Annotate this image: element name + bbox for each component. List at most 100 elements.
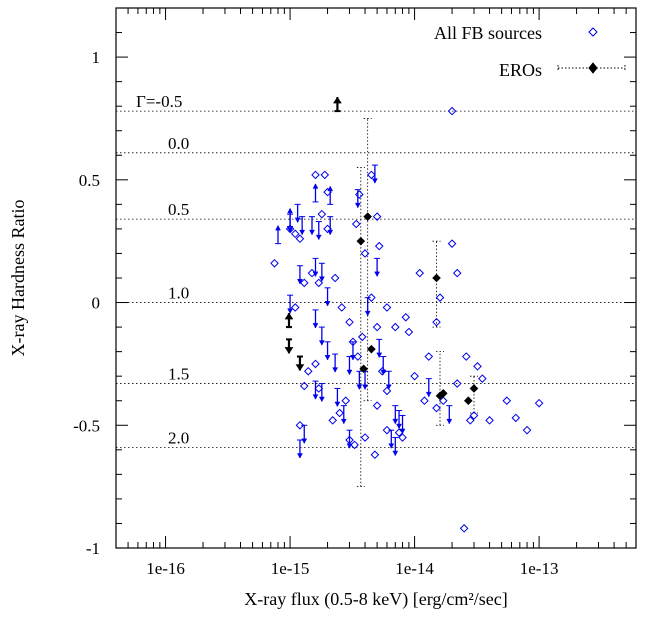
fb-source-point [410,371,419,381]
upper-limit-arrow [392,405,399,425]
upper-limit-arrow-head [385,384,392,390]
fb-source-point [370,450,380,460]
fb-source-point [390,322,400,332]
fb-source-point [398,433,407,442]
lower-limit-arrow [312,183,319,203]
upper-limit-arrow-head [287,308,293,314]
fb-source-point [317,209,327,219]
ero-upper-limit-arrow-head [295,364,305,371]
fb-source-point [382,425,392,435]
fb-source-point [465,416,475,425]
upper-limit-arrow [362,370,369,390]
upper-limit-arrow [301,424,308,444]
fb-source-point [435,293,445,302]
upper-limit-arrow-head [312,394,319,400]
upper-limit-arrow [318,262,325,282]
fb-source-point [420,396,429,406]
gamma-label: 0.5 [168,200,189,219]
upper-limit-arrow-head [388,443,395,449]
ero-point [356,236,366,246]
gamma-label: 1.5 [168,365,189,384]
y-tick-label: 1 [92,48,101,67]
gamma-label: Γ=-0.5 [136,92,182,111]
fb-source-point [360,433,370,442]
fb-source-point [303,366,313,376]
axes: 1e-16 1e-15 1e-14 1e-13 1 0.5 0 -0.5 -1 [73,8,636,578]
fb-source-point [372,212,382,221]
upper-limit-arrow [315,221,322,241]
upper-limit-arrow [312,309,319,329]
fb-source-point [335,408,344,418]
fb-source-point [382,386,392,396]
upper-limit-arrow [296,439,303,459]
upper-limit-arrow-head [297,278,303,285]
legend-marker-eros [588,62,598,74]
upper-limit-arrow [294,203,301,223]
fb-source-point [328,416,338,425]
fb-source-point [285,224,295,234]
legend: All FB sources EROs [434,23,626,80]
ero-lower-limit-arrow-head [284,312,294,320]
fb-source-point [469,411,479,420]
fb-source-point [360,249,370,258]
fb-source-point [401,312,411,322]
fb-source-point [353,352,363,361]
fb-source-point [522,425,532,435]
ero-lower-limit-arrow [284,312,294,329]
upper-limit-arrow [376,338,383,358]
gamma-label: 2.0 [168,428,189,447]
legend-label-all-fb: All FB sources [434,23,542,43]
fb-source-point [372,401,382,410]
fb-source-point [290,303,300,312]
fb-source-point [299,278,309,288]
fb-source-point [377,366,387,376]
upper-limit-arrow-head [324,355,331,361]
upper-limit-arrow-head [318,396,325,403]
upper-limit-arrow-head [332,367,339,373]
fb-source-point [424,352,434,361]
fb-source-point [432,403,441,413]
fb-source-point [311,359,320,369]
upper-limit-arrow [388,429,395,449]
fb-source-point [473,362,482,371]
legend-marker-all-fb [588,27,598,37]
fb-source-point [337,303,347,312]
lower-limit-arrow-head [287,207,293,214]
fb-source-point [323,187,332,197]
ero-point [432,273,441,283]
upper-limit-arrow [425,378,432,398]
upper-limit-arrow-head [371,178,378,184]
upper-limit-arrow [374,257,381,277]
upper-limit-arrow [308,216,315,236]
y-tick-label: 0.5 [79,171,100,190]
fb-source-point [345,317,354,327]
upper-limit-arrow-head [354,202,361,209]
x-tick-label: 1e-14 [395,559,434,578]
lower-limit-arrow-head [312,183,319,189]
y-tick-label: -0.5 [73,416,100,435]
upper-limit-arrow-head [299,229,306,236]
fb-source-point [341,396,351,406]
fb-source-point [485,416,494,425]
ero-point [367,344,376,354]
fb-source-point [295,234,305,244]
upper-limit-arrow [299,216,306,236]
upper-limit-arrow-head [312,323,319,329]
data-points [270,96,544,533]
y-tick-label: -1 [86,539,100,558]
y-axis-label: X-ray Hardness Ratio [8,200,28,357]
upper-limit-arrow-head [374,271,381,277]
x-tick-label: 1e-16 [146,559,185,578]
fb-source-point [404,327,414,337]
fb-source-point [415,268,425,278]
fb-source-point [355,190,364,199]
fb-source-point [432,317,441,327]
upper-limit-arrow-head [334,401,341,407]
upper-limit-arrow-head [446,418,453,425]
upper-limit-arrow [385,370,392,390]
x-tick-label: 1e-15 [271,559,310,578]
upper-limit-arrow-head [340,418,347,425]
fb-source-point [314,384,324,393]
fb-source-point [323,224,332,234]
fb-source-point [311,170,320,180]
